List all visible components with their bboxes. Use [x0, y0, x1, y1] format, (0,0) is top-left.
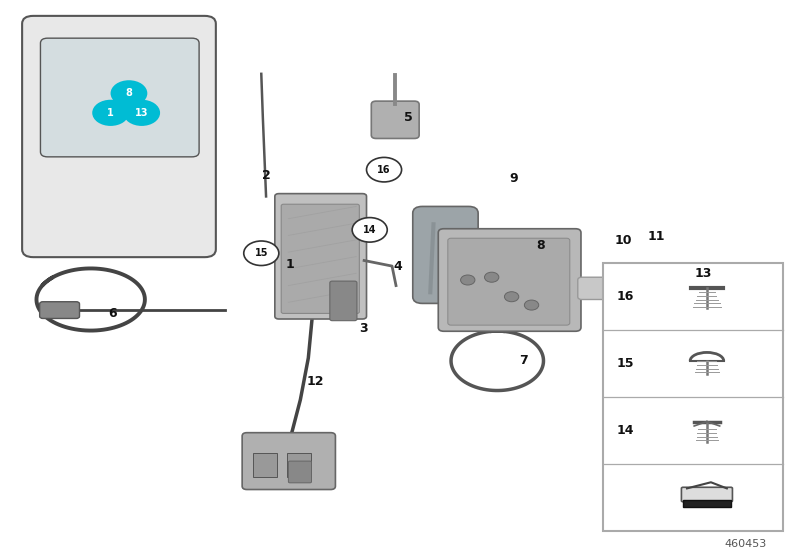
FancyBboxPatch shape — [242, 433, 335, 489]
Text: 5: 5 — [403, 111, 412, 124]
FancyBboxPatch shape — [330, 281, 357, 321]
FancyBboxPatch shape — [616, 280, 646, 300]
Text: 14: 14 — [617, 424, 634, 437]
Circle shape — [352, 218, 387, 242]
FancyBboxPatch shape — [371, 101, 419, 138]
Text: 15: 15 — [254, 248, 268, 258]
Text: 14: 14 — [363, 225, 377, 235]
Circle shape — [524, 300, 538, 310]
Text: 13: 13 — [694, 267, 712, 280]
FancyBboxPatch shape — [282, 204, 359, 314]
Bar — [603, 263, 782, 531]
FancyBboxPatch shape — [41, 38, 199, 157]
Text: 8: 8 — [126, 88, 132, 99]
FancyBboxPatch shape — [275, 194, 366, 319]
Circle shape — [111, 81, 146, 106]
Circle shape — [366, 157, 402, 182]
Text: 10: 10 — [614, 235, 632, 248]
Circle shape — [485, 272, 499, 282]
FancyBboxPatch shape — [438, 228, 581, 332]
FancyBboxPatch shape — [633, 283, 708, 310]
Text: 460453: 460453 — [725, 539, 766, 549]
Text: 1: 1 — [107, 108, 114, 118]
FancyBboxPatch shape — [22, 16, 216, 257]
Text: 8: 8 — [536, 239, 545, 252]
Text: 9: 9 — [509, 172, 518, 185]
Bar — [286, 452, 310, 477]
Circle shape — [124, 101, 159, 125]
FancyBboxPatch shape — [682, 487, 733, 502]
FancyBboxPatch shape — [40, 302, 79, 319]
FancyBboxPatch shape — [448, 238, 570, 325]
Circle shape — [244, 241, 279, 265]
Bar — [254, 452, 278, 477]
Circle shape — [505, 292, 518, 302]
Text: 11: 11 — [648, 230, 666, 243]
Text: 4: 4 — [394, 260, 402, 273]
Text: 15: 15 — [617, 357, 634, 370]
Text: 3: 3 — [359, 322, 368, 335]
Text: 6: 6 — [109, 307, 118, 320]
FancyBboxPatch shape — [578, 277, 619, 300]
Text: 7: 7 — [519, 354, 528, 367]
Text: 2: 2 — [262, 169, 271, 182]
Circle shape — [93, 101, 128, 125]
FancyBboxPatch shape — [288, 461, 311, 483]
Text: 16: 16 — [617, 290, 634, 303]
Text: 12: 12 — [306, 375, 324, 388]
Text: 16: 16 — [378, 165, 391, 175]
Text: 13: 13 — [135, 108, 149, 118]
Bar — [683, 500, 731, 507]
Text: 1: 1 — [286, 258, 294, 271]
Circle shape — [461, 275, 475, 285]
FancyBboxPatch shape — [413, 207, 478, 304]
